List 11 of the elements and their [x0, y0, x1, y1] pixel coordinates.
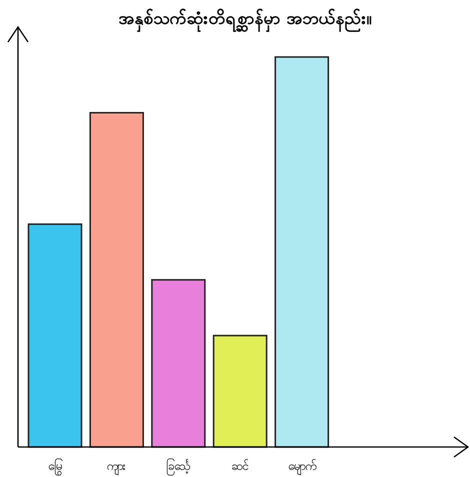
x-tick-label: ဆင် — [232, 458, 249, 473]
bar — [212, 334, 268, 448]
x-tick-label: မျောက် — [288, 458, 316, 476]
bar — [151, 279, 206, 448]
x-tick-label: မြွေ — [48, 457, 63, 476]
x-tick-label: ခြင်္သေ့ — [166, 457, 191, 476]
bar — [274, 56, 330, 448]
bar — [28, 223, 82, 448]
bar — [89, 112, 144, 448]
chart-title: အနှစ်သက်ဆုံးတိရစ္ဆာန်မှာ အဘယ်နည်း။ — [118, 8, 372, 33]
x-tick-label: ကျား — [106, 459, 127, 476]
